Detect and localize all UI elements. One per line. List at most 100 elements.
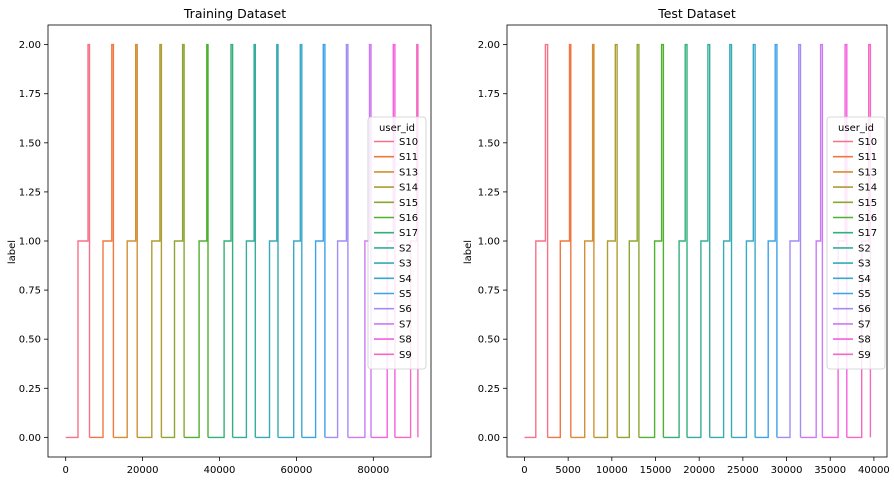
test-x-tick-label: 25000 (727, 465, 759, 476)
test-series-line-s5 (755, 43, 778, 439)
test-series-line-s4 (731, 43, 756, 439)
test-y-tick-label: 0.75 (478, 286, 500, 297)
training-legend-label-s17: S17 (399, 228, 418, 239)
test-axis-ticks: 0 5000 10000 15000 20000 25000 30000 35000 40000… (478, 40, 890, 476)
test-legend-label-s15: S15 (858, 198, 877, 209)
training-legend-label-s9: S9 (399, 350, 412, 361)
test-series-line-s6 (776, 43, 802, 439)
test-y-tick-label: 0.50 (478, 335, 500, 346)
training-x-tick-label: 80000 (357, 465, 389, 476)
training-legend-label-s16: S16 (399, 213, 418, 224)
test-series-lines (524, 43, 872, 439)
test-series-line-s7 (800, 43, 824, 439)
test-legend-label-s13: S13 (858, 167, 877, 178)
test-x-tick-label: 30000 (771, 465, 803, 476)
test-y-tick-label: 1.00 (478, 237, 500, 248)
test-x-tick-label: 5000 (555, 465, 580, 476)
test-y-tick-label: 1.75 (478, 89, 500, 100)
training-y-tick-label: 0.00 (19, 433, 41, 444)
test-legend-title: user_id (838, 123, 874, 134)
training-series-line-s15 (161, 43, 185, 439)
test-series-line-s2 (687, 43, 711, 439)
training-legend-label-s2: S2 (399, 243, 412, 254)
training-legend-label-s10: S10 (399, 137, 418, 148)
training-series-line-s10 (65, 43, 91, 439)
training-y-tick-label: 1.75 (19, 89, 41, 100)
training-y-axis-label: label (7, 240, 18, 264)
training-y-tick-label: 0.25 (19, 384, 41, 395)
test-series-line-s3 (709, 43, 733, 439)
test-series-line-s11 (547, 43, 572, 439)
training-y-tick-label: 1.50 (19, 138, 41, 149)
test-legend-label-s5: S5 (858, 289, 871, 300)
training-legend-label-s15: S15 (399, 198, 418, 209)
test-x-tick-label: 0 (521, 465, 527, 476)
training-axes-frame (47, 24, 432, 458)
test-x-tick-label: 10000 (596, 465, 628, 476)
test-legend-label-s4: S4 (858, 274, 871, 285)
training-axis-ticks: 0 20000 40000 60000 80000 0.00 0.25 0.50 0.75 1.0… (19, 40, 389, 476)
training-legend-label-s13: S13 (399, 167, 418, 178)
test-axes-frame (506, 24, 888, 458)
test-series-line-s15 (617, 43, 640, 439)
test-legend-label-s10: S10 (858, 137, 877, 148)
training-legend-label-s4: S4 (399, 274, 412, 285)
test-legend-box (826, 116, 886, 370)
training-dataset-panel: Training Dataset label 0 20000 40000 60000 8… (7, 6, 432, 476)
training-dataset-title: Training Dataset (183, 6, 286, 21)
training-series-line-s17 (208, 43, 234, 439)
test-y-tick-label: 2.00 (478, 40, 500, 51)
test-legend-label-s6: S6 (858, 304, 871, 315)
test-y-tick-label: 0.00 (478, 433, 500, 444)
test-series-line-s14 (593, 43, 618, 439)
training-series-line-s2 (232, 43, 256, 439)
training-x-tick-label: 20000 (127, 465, 159, 476)
test-x-tick-label: 15000 (640, 465, 672, 476)
training-legend-label-s8: S8 (399, 335, 412, 346)
test-legend-label-s8: S8 (858, 335, 871, 346)
training-legend-label-s7: S7 (399, 319, 412, 330)
test-y-axis-label: label (463, 240, 474, 264)
training-legend: user_id S10 S11 S13 S14 S15 S16 S17 S2 S3 S4 S5 S6 S7… (367, 116, 427, 370)
test-legend-label-s14: S14 (858, 183, 877, 194)
training-series-line-s4 (278, 43, 303, 439)
training-y-tick-label: 2.00 (19, 40, 41, 51)
training-legend-label-s11: S11 (399, 152, 418, 163)
test-y-tick-label: 1.50 (478, 138, 500, 149)
training-x-tick-label: 40000 (204, 465, 236, 476)
test-legend-label-s7: S7 (858, 319, 871, 330)
training-series-line-s6 (324, 43, 349, 439)
training-y-tick-label: 1.00 (19, 237, 41, 248)
test-legend-label-s16: S16 (858, 213, 877, 224)
training-y-tick-label: 0.75 (19, 286, 41, 297)
test-x-tick-label: 40000 (858, 465, 890, 476)
training-legend-label-s14: S14 (399, 183, 418, 194)
training-legend-label-s5: S5 (399, 289, 412, 300)
test-dataset-panel: Test Dataset label 0 5000 10000 15000 20000 2… (463, 6, 890, 476)
test-series-line-s16 (638, 43, 665, 439)
training-y-tick-label: 1.25 (19, 187, 41, 198)
test-y-tick-label: 0.25 (478, 384, 500, 395)
test-x-tick-label: 35000 (814, 465, 846, 476)
training-series-line-s5 (301, 43, 326, 439)
test-legend-label-s3: S3 (858, 259, 871, 270)
test-dataset-title: Test Dataset (657, 6, 736, 21)
test-legend: user_id S10 S11 S13 S14 S15 S16 S17 S2 S3 S4 S5 S6 S7… (826, 116, 886, 370)
test-series-line-s10 (524, 43, 549, 439)
training-series-line-s3 (255, 43, 279, 439)
training-y-tick-label: 0.50 (19, 335, 41, 346)
test-legend-label-s9: S9 (858, 350, 871, 361)
training-series-line-s11 (89, 43, 115, 439)
training-legend-box (367, 116, 427, 370)
test-series-line-s17 (663, 43, 688, 439)
test-legend-label-s11: S11 (858, 152, 877, 163)
training-legend-label-s6: S6 (399, 304, 412, 315)
training-series-line-s14 (137, 43, 163, 439)
test-legend-label-s17: S17 (858, 228, 877, 239)
training-legend-title: user_id (379, 123, 415, 134)
test-y-tick-label: 1.25 (478, 187, 500, 198)
test-series-line-s13 (570, 43, 595, 439)
training-x-tick-label: 60000 (281, 465, 313, 476)
